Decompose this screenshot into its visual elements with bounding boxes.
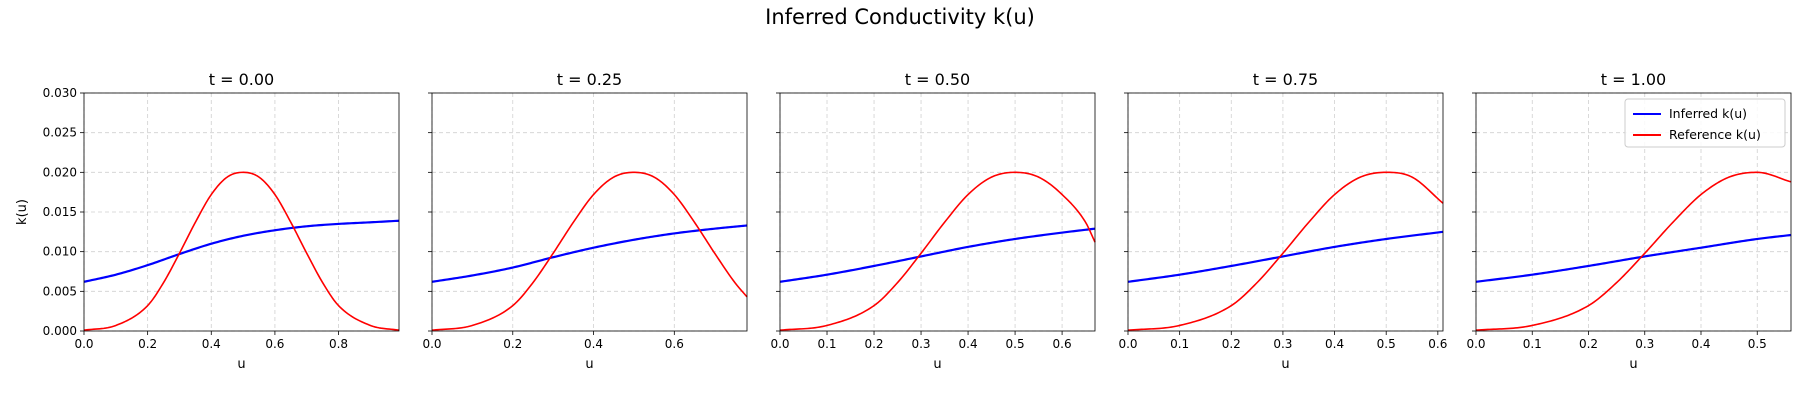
x-tick-label: 0.0 bbox=[422, 337, 441, 351]
x-tick-label: 0.4 bbox=[1691, 337, 1710, 351]
reference-line bbox=[1127, 171, 1444, 332]
x-tick-label: 0.6 bbox=[1428, 337, 1447, 351]
x-tick-label: 0.4 bbox=[959, 337, 978, 351]
x-tick-label: 0.3 bbox=[1273, 337, 1292, 351]
axes-frame bbox=[779, 92, 1096, 332]
x-tick-label: 0.2 bbox=[138, 337, 157, 351]
x-tick-label: 0.1 bbox=[817, 337, 836, 351]
y-tick-label: 0.025 bbox=[43, 126, 77, 140]
x-tick-label: 0.2 bbox=[1579, 337, 1598, 351]
x-axis-label: u bbox=[237, 357, 245, 372]
x-tick-label: 0.5 bbox=[1377, 337, 1396, 351]
y-tick-label: 0.020 bbox=[43, 165, 77, 179]
y-tick-label: 0.000 bbox=[43, 324, 77, 338]
x-tick-label: 0.0 bbox=[770, 337, 789, 351]
legend: Inferred k(u) Reference k(u) bbox=[1624, 98, 1786, 148]
y-tick-label: 0.010 bbox=[43, 245, 77, 259]
x-tick-label: 0.2 bbox=[864, 337, 883, 351]
y-tick-label: 0.030 bbox=[43, 86, 77, 100]
x-tick-label: 0.2 bbox=[503, 337, 522, 351]
x-tick-label: 0.6 bbox=[265, 337, 284, 351]
panel-3: t = 0.50 0.0 0.1 0.2 0.3 0.4 0.5 0.6 u bbox=[770, 70, 1096, 372]
inferred-line bbox=[83, 219, 400, 283]
x-tick-label: 0.5 bbox=[1748, 337, 1767, 351]
y-tick-label: 0.015 bbox=[43, 205, 77, 219]
panel-2: t = 0.25 0.0 0.2 0.4 0.6 u bbox=[422, 70, 748, 372]
x-tick-label: 0.3 bbox=[1635, 337, 1654, 351]
y-axis-label: k(u) bbox=[15, 199, 30, 225]
axes-frame bbox=[1475, 92, 1792, 332]
y-tick-label: 0.005 bbox=[43, 284, 77, 298]
x-tick-label: 0.0 bbox=[1466, 337, 1485, 351]
x-axis-label: u bbox=[585, 357, 593, 372]
reference-line bbox=[83, 171, 400, 332]
reference-line bbox=[431, 171, 748, 332]
x-tick-label: 0.0 bbox=[74, 337, 93, 351]
panel-title: t = 0.00 bbox=[209, 70, 274, 89]
x-tick-label: 0.6 bbox=[665, 337, 684, 351]
x-axis-label: u bbox=[933, 357, 941, 372]
reference-line bbox=[1475, 171, 1792, 332]
inferred-line bbox=[431, 224, 748, 283]
figure-title: Inferred Conductivity k(u) bbox=[765, 5, 1035, 29]
x-axis-label: u bbox=[1281, 357, 1289, 372]
panel-title: t = 0.25 bbox=[557, 70, 622, 89]
axes-frame bbox=[1127, 92, 1444, 332]
panel-title: t = 0.75 bbox=[1253, 70, 1318, 89]
x-tick-label: 0.2 bbox=[1222, 337, 1241, 351]
panel-title: t = 1.00 bbox=[1601, 70, 1666, 89]
x-tick-label: 0.1 bbox=[1170, 337, 1189, 351]
x-tick-label: 0.3 bbox=[911, 337, 930, 351]
panel-title: t = 0.50 bbox=[905, 70, 970, 89]
panel-4: t = 0.75 0.0 0.1 0.2 0.3 0.4 0.5 0.6 u bbox=[1118, 70, 1447, 372]
panel-1: t = 0.00 0.0 0.2 0.4 0.6 0.8 0.000 0.005 0.010 0.… bbox=[15, 70, 400, 372]
legend-label: Inferred k(u) bbox=[1669, 106, 1747, 121]
axes-frame bbox=[431, 92, 748, 332]
panel-5: t = 1.00 0.0 0.1 0.2 0.3 0.4 0.5 u Inferred k(u)… bbox=[1466, 70, 1792, 372]
reference-line bbox=[779, 171, 1096, 332]
legend-label: Reference k(u) bbox=[1669, 127, 1761, 142]
inferred-line bbox=[1475, 233, 1792, 283]
x-tick-label: 0.6 bbox=[1053, 337, 1072, 351]
x-tick-label: 0.4 bbox=[584, 337, 603, 351]
inferred-line bbox=[779, 227, 1096, 283]
x-axis-label: u bbox=[1629, 357, 1637, 372]
panels: t = 0.00 0.0 0.2 0.4 0.6 0.8 0.000 0.005 0.010 0.… bbox=[15, 70, 1792, 372]
x-tick-label: 0.0 bbox=[1118, 337, 1137, 351]
x-tick-label: 0.8 bbox=[329, 337, 348, 351]
x-tick-label: 0.5 bbox=[1006, 337, 1025, 351]
x-tick-label: 0.4 bbox=[202, 337, 221, 351]
inferred-line bbox=[1127, 230, 1444, 283]
x-tick-label: 0.4 bbox=[1325, 337, 1344, 351]
legend-box bbox=[1624, 98, 1786, 148]
axes-frame bbox=[83, 92, 400, 332]
x-tick-label: 0.1 bbox=[1523, 337, 1542, 351]
